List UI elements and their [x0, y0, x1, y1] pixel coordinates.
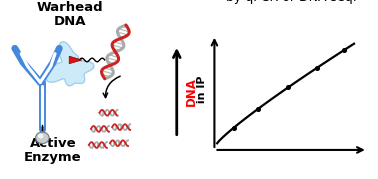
Text: DNA: DNA — [54, 15, 86, 28]
Text: in IP: in IP — [197, 76, 207, 107]
Point — [314, 66, 320, 69]
Text: Enzyme: Enzyme — [24, 151, 82, 164]
Text: Active: Active — [29, 137, 76, 150]
Polygon shape — [69, 56, 82, 64]
Text: DNA: DNA — [184, 77, 198, 106]
Polygon shape — [46, 42, 94, 86]
Text: Warhead: Warhead — [37, 1, 103, 14]
Point — [341, 49, 347, 51]
Circle shape — [39, 134, 43, 138]
Point — [255, 107, 261, 110]
Circle shape — [36, 132, 49, 144]
Text: Activity Detection
by qPCR or DNA seq.: Activity Detection by qPCR or DNA seq. — [226, 0, 356, 4]
Point — [231, 126, 237, 129]
Point — [285, 86, 291, 89]
